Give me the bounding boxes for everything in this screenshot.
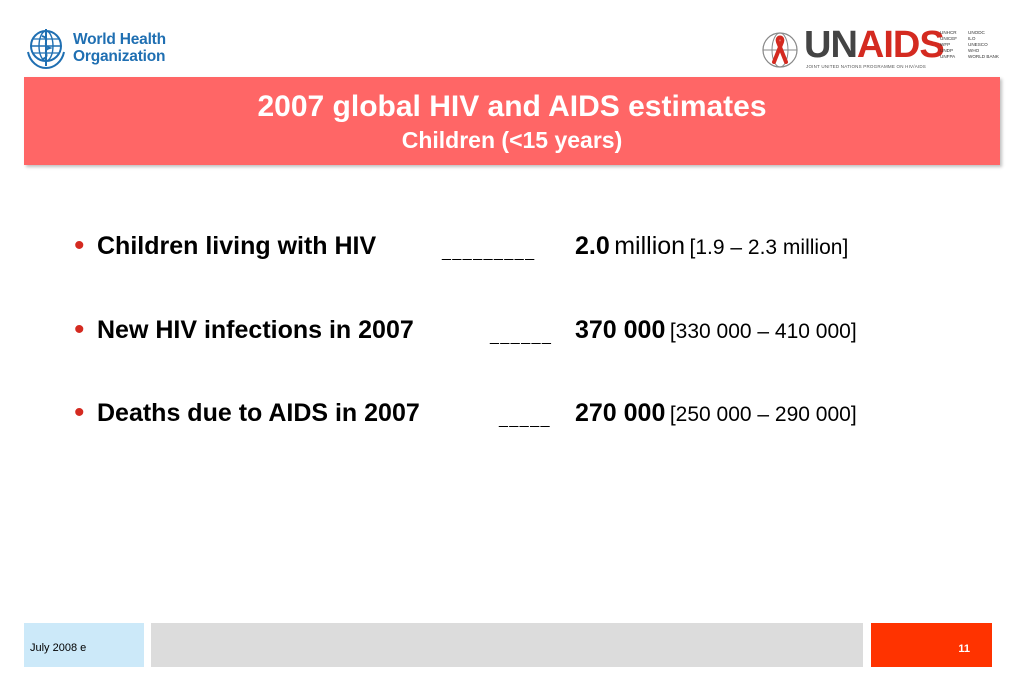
footer-date-box: July 2008 e [24, 623, 144, 667]
slide-title: 2007 global HIV and AIDS estimates [257, 90, 767, 123]
footer-bar [151, 623, 863, 667]
unaids-aids: AIDS [856, 24, 945, 66]
bullet-unit: million [614, 232, 686, 260]
bullet-icon: • [74, 396, 85, 429]
unaids-tagline: JOINT UNITED NATIONS PROGRAMME ON HIV/AI… [806, 64, 926, 69]
red-ribbon-globe-icon [762, 32, 798, 68]
bullet-value-group: 270 000 [250 000 – 290 000] [575, 395, 857, 435]
who-emblem-icon [27, 29, 65, 70]
bullet-icon: • [74, 313, 85, 346]
footer-date: July 2008 e [30, 642, 87, 654]
cosponsor: UNESCO [968, 42, 988, 47]
cosponsor: WORLD BANK [968, 54, 999, 59]
unaids-wordmark: UNAIDS [804, 24, 945, 66]
cosponsor: UNODC [968, 30, 985, 35]
cosponsor: WHO [968, 48, 980, 53]
dash-leader: _____ [499, 411, 551, 428]
bullet-range: [1.9 – 2.3 million] [689, 236, 849, 259]
bullet-value-group: 2.0 million [1.9 – 2.3 million] [575, 228, 848, 268]
cosponsor: UNICEF [940, 36, 958, 41]
cosponsor: ILO [968, 36, 976, 41]
bullet-label: Deaths due to AIDS in 2007 [97, 399, 420, 427]
who-logo: World Health Organization [24, 26, 166, 70]
page-number: 11 [958, 643, 970, 655]
who-name-line1: World Health [73, 31, 166, 48]
bullet-label: Children living with HIV [97, 232, 377, 260]
unaids-logo: UNAIDS JOINT UNITED NATIONS PROGRAMME ON… [758, 24, 1006, 74]
bullet-value-group: 370 000 [330 000 – 410 000] [575, 312, 857, 352]
title-band: 2007 global HIV and AIDS estimates Child… [24, 77, 1000, 165]
cosponsor: UNHCR [940, 30, 957, 35]
cosponsor: WFP [940, 42, 951, 47]
dash-leader: _________ [442, 244, 536, 261]
bullet-range: [250 000 – 290 000] [669, 403, 857, 426]
bullet-value: 2.0 [575, 232, 610, 260]
slide-subtitle: Children (<15 years) [401, 127, 623, 153]
cosponsor: UNFPA [940, 54, 956, 59]
footer-page-box: 11 [871, 623, 992, 667]
bullet-value: 370 000 [575, 316, 666, 344]
who-name-line2: Organization [73, 48, 166, 65]
bullet-value: 270 000 [575, 399, 666, 427]
unaids-un: UN [804, 24, 858, 66]
bullet-range: [330 000 – 410 000] [669, 320, 857, 343]
dash-leader: ______ [490, 328, 553, 345]
cosponsor: UNDP [940, 48, 954, 53]
bullet-label: New HIV infections in 2007 [97, 316, 414, 344]
bullet-icon: • [74, 229, 85, 262]
